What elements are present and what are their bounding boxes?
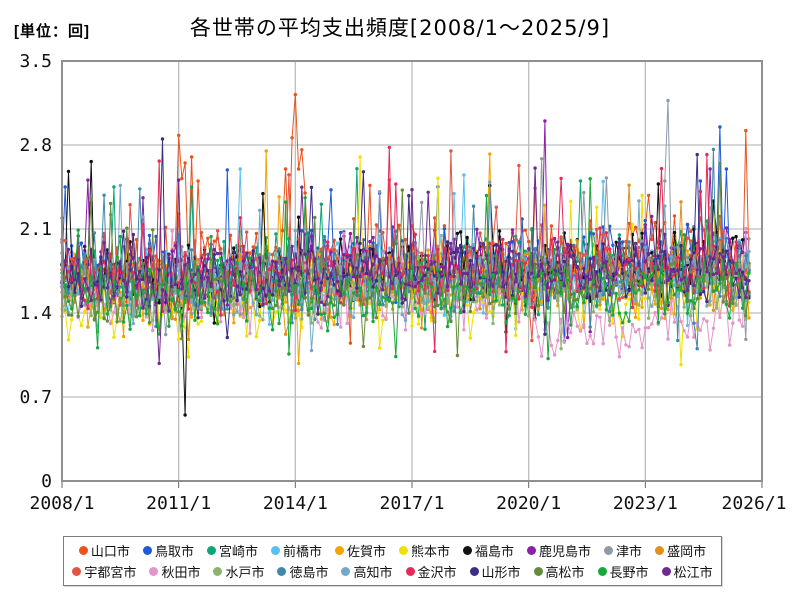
legend-label: 金沢市: [417, 565, 457, 580]
legend-label: 福島市: [475, 544, 515, 559]
legend-label: 徳島市: [289, 565, 329, 580]
plot-area: 0 0.7 1.4 2.1 2.8 3.5 2008/1 2011/1 2014/1 2017/1…: [19, 51, 786, 514]
legend-label: 鳥取市: [154, 544, 194, 559]
y-tick-label: 1.4: [19, 303, 52, 324]
x-tick-label: 2017/1: [379, 493, 444, 514]
legend-label: 水戸市: [225, 565, 265, 580]
legend-label: 宮崎市: [218, 544, 258, 559]
series-line-19: [60, 166, 751, 366]
legend-item: 盛岡市: [655, 541, 706, 560]
y-tick-label: 3.5: [19, 51, 52, 72]
legend-swatch-icon: [399, 546, 408, 555]
x-tick-label: 2014/1: [263, 493, 328, 514]
legend-label: 前橋市: [282, 544, 322, 559]
legend-swatch-icon: [149, 567, 159, 576]
legend-item: 宇都宮市: [72, 562, 136, 581]
legend-swatch-icon: [469, 567, 479, 576]
legend-item: 山口市: [78, 541, 130, 560]
legend-swatch-icon: [533, 567, 543, 576]
legend-swatch-icon: [334, 546, 344, 555]
plot-border: [61, 60, 763, 482]
legend-item: 徳島市: [277, 562, 328, 581]
legend-swatch-icon: [206, 546, 216, 555]
legend-swatch-icon: [341, 567, 351, 576]
legend-item: 鹿児島市: [527, 541, 591, 560]
legend-item: 宮崎市: [206, 541, 258, 560]
legend-item: 秋田市: [149, 562, 200, 581]
legend-label: 秋田市: [161, 565, 201, 580]
legend-label: 長野市: [609, 565, 649, 580]
legend-swatch-icon: [655, 546, 665, 555]
legend-label: 山形市: [481, 565, 521, 580]
legend-swatch-icon: [527, 546, 537, 555]
y-tick-label: 2.8: [19, 135, 52, 156]
legend-item: 佐賀市: [334, 541, 386, 560]
x-tick-label: 2026/1: [721, 493, 786, 514]
legend-item: 高知市: [341, 562, 393, 581]
legend-item: 水戸市: [213, 562, 264, 581]
legend-label: 熊本市: [411, 544, 451, 559]
legend-item: 熊本市: [399, 541, 450, 560]
legend-swatch-icon: [213, 567, 223, 576]
legend-label: 高知市: [353, 565, 393, 580]
legend-swatch-icon: [142, 546, 152, 555]
legend-swatch-icon: [78, 546, 88, 555]
legend-swatch-icon: [405, 567, 415, 576]
chart-title: 各世帯の平均支出頻度[2008/1～2025/9]: [189, 16, 611, 40]
legend-swatch-icon: [270, 546, 280, 555]
legend-swatch-icon: [661, 567, 671, 576]
legend: 山口市 鳥取市 宮崎市 前橋市 佐賀市 熊本市 福島市 鹿児島市 津市 盛岡市宇都宮市 秋田市 水戸市…: [63, 536, 722, 586]
legend-label: 鹿児島市: [539, 544, 592, 559]
x-tick-label: 2020/1: [496, 493, 561, 514]
legend-item: 山形市: [469, 562, 521, 581]
x-tick-label: 2011/1: [146, 493, 211, 514]
legend-item: 松江市: [661, 562, 713, 581]
legend-swatch-icon: [597, 567, 607, 576]
y-tick-label: 2.1: [19, 219, 52, 240]
legend-item: 津市: [604, 541, 642, 560]
legend-label: 宇都宮市: [84, 565, 137, 580]
y-tick-label: 0: [41, 471, 52, 492]
legend-item: 福島市: [463, 541, 514, 560]
legend-item: 高松市: [533, 562, 585, 581]
legend-row: 宇都宮市 秋田市 水戸市 徳島市 高知市 金沢市 山形市 高松市 長野市 松江市: [64, 562, 721, 581]
legend-swatch-icon: [72, 567, 82, 576]
legend-item: 長野市: [597, 562, 649, 581]
y-tick-label: 0.7: [19, 387, 52, 408]
legend-swatch-icon: [277, 567, 287, 576]
x-tick-label: 2008/1: [29, 493, 94, 514]
legend-item: 前橋市: [270, 541, 322, 560]
unit-label: [単位：回]: [14, 23, 90, 40]
legend-item: 鳥取市: [142, 541, 194, 560]
x-tick-label: 2023/1: [613, 493, 678, 514]
legend-label: 津市: [616, 544, 643, 559]
legend-label: 松江市: [673, 565, 713, 580]
legend-swatch-icon: [604, 546, 614, 555]
legend-swatch-icon: [463, 546, 473, 555]
legend-label: 佐賀市: [346, 544, 386, 559]
legend-row: 山口市 鳥取市 宮崎市 前橋市 佐賀市 熊本市 福島市 鹿児島市 津市 盛岡市: [64, 541, 721, 560]
legend-label: 高松市: [545, 565, 585, 580]
legend-item: 金沢市: [405, 562, 457, 581]
legend-label: 盛岡市: [667, 544, 707, 559]
legend-label: 山口市: [90, 544, 130, 559]
